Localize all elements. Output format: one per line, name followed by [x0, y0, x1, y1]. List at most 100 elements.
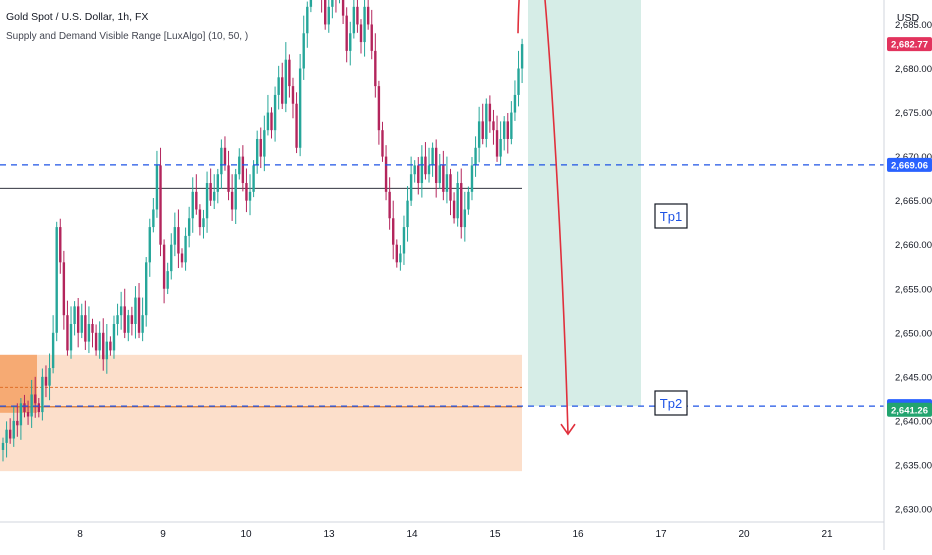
- candle-body: [48, 368, 51, 386]
- candle-body: [213, 191, 216, 201]
- candle-body: [223, 147, 227, 166]
- candle-body: [155, 165, 159, 210]
- candle-body: [427, 165, 431, 175]
- candle-body: [431, 147, 434, 166]
- symbol-title[interactable]: Gold Spot / U.S. Dollar, 1h, FX: [6, 11, 149, 23]
- x-tick-label: 14: [406, 529, 418, 540]
- candle-body: [87, 323, 91, 342]
- candle-body: [98, 332, 101, 351]
- price-label-4[interactable]: 2,669.06: [887, 157, 932, 172]
- candle-body: [477, 121, 481, 148]
- candle-body: [352, 6, 356, 34]
- candle-body: [66, 315, 69, 351]
- candle-body: [112, 323, 116, 351]
- forecast-layer: [517, 0, 576, 436]
- candle-body: [302, 33, 305, 69]
- price-label-text: 2,682.77: [891, 40, 928, 51]
- y-tick-label: 2,655.00: [895, 284, 932, 295]
- candle-body: [127, 315, 130, 333]
- price-label-box: [887, 37, 932, 52]
- y-tick-label: 2,630.00: [895, 505, 932, 516]
- candle-body: [438, 165, 441, 184]
- candle-body: [517, 68, 520, 95]
- candle-body: [73, 306, 76, 324]
- candle-body: [198, 209, 202, 228]
- annotation-tp2[interactable]: Tp2: [654, 390, 688, 416]
- y-tick-label: 2,670.00: [895, 152, 932, 163]
- candle-body: [366, 6, 370, 25]
- candle-body: [270, 112, 273, 131]
- price-label-text: 2,669.06: [891, 160, 928, 171]
- y-tick-label: 2,680.00: [895, 64, 932, 75]
- candle-body: [513, 94, 517, 113]
- candle-body: [234, 174, 237, 210]
- candle-body: [91, 323, 94, 333]
- x-tick-label: 8: [77, 529, 83, 540]
- candle-body: [202, 218, 205, 228]
- price-label-3[interactable]: 2,682.77: [887, 37, 932, 52]
- candle-body: [238, 156, 241, 175]
- candle-body: [187, 218, 191, 236]
- candle-body: [30, 394, 33, 417]
- y-tick-label: 2,660.00: [895, 240, 932, 251]
- candle-body: [134, 297, 137, 324]
- candle-body: [59, 227, 62, 263]
- forecast-arrow[interactable]: [517, 0, 569, 435]
- candle-body: [80, 315, 83, 333]
- levels-layer: [0, 164, 884, 407]
- candle-body: [445, 174, 449, 192]
- candle-body: [8, 429, 12, 439]
- candle-body: [23, 403, 26, 413]
- candle-body: [170, 244, 173, 272]
- candle-body: [388, 191, 391, 219]
- candle-body: [216, 174, 219, 192]
- candle-body: [356, 6, 359, 25]
- candle-body: [266, 112, 270, 131]
- candle-body: [420, 156, 424, 184]
- price-label-6[interactable]: 2,641.26: [887, 402, 932, 417]
- x-tick-label: 10: [240, 529, 252, 540]
- take-profit-area[interactable]: [528, 0, 641, 407]
- candle-body: [119, 306, 123, 316]
- candle-body: [227, 165, 230, 192]
- candle-body: [402, 227, 406, 254]
- currency-button[interactable]: USD: [896, 12, 920, 24]
- candle-body: [442, 165, 445, 192]
- y-tick-label: 2,635.00: [895, 460, 932, 471]
- x-tick-label: 13: [323, 529, 335, 540]
- candle-body: [495, 130, 499, 157]
- candle-body: [424, 156, 427, 175]
- candle-body: [452, 200, 456, 219]
- candle-body: [327, 6, 330, 25]
- y-tick-label: 2,665.00: [895, 196, 932, 207]
- candle-body: [377, 86, 381, 131]
- annotation-tp1[interactable]: Tp1: [654, 203, 688, 229]
- zones-layer: [0, 187, 522, 472]
- y-tick-label: 2,685.00: [895, 20, 932, 31]
- x-tick-label: 16: [572, 529, 584, 540]
- candle-body: [41, 376, 44, 413]
- candle-body: [55, 227, 58, 333]
- candle-body: [306, 6, 309, 34]
- candle-body: [324, 0, 327, 25]
- candle-body: [177, 227, 180, 254]
- candle-body: [162, 244, 166, 289]
- candle-body: [341, 0, 345, 16]
- candle-body: [16, 420, 19, 426]
- demand-zone: [0, 354, 522, 472]
- candle-body: [130, 315, 134, 324]
- candle-body: [474, 147, 477, 166]
- candle-body: [116, 315, 119, 324]
- candle-body: [349, 33, 352, 51]
- indicator-legend[interactable]: Supply and Demand Visible Range [LuxAlgo…: [6, 31, 249, 42]
- candle-body: [145, 262, 148, 316]
- candle-body: [298, 68, 302, 148]
- y-tick-label: 2,640.00: [895, 416, 932, 427]
- candle-body: [506, 121, 509, 139]
- x-tick-label: 17: [655, 529, 667, 540]
- candle-body: [460, 183, 463, 228]
- candle-body: [34, 394, 37, 404]
- x-tick-label: 15: [489, 529, 501, 540]
